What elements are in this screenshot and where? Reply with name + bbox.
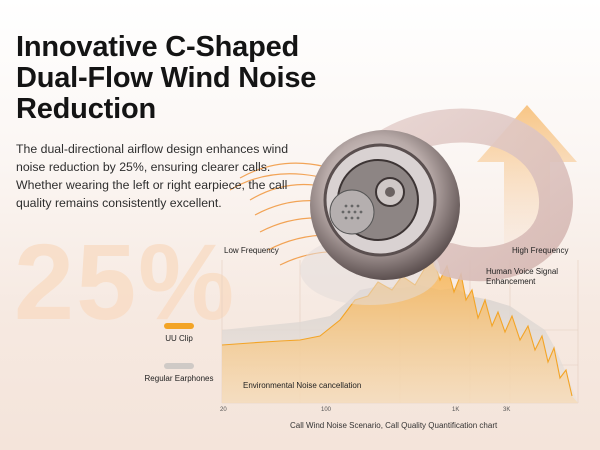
tick-label: 100 (321, 407, 332, 413)
voice-enhancement-label: Human Voice Signal Enhancement (486, 267, 559, 286)
low-frequency-label: Low Frequency (224, 246, 279, 255)
tick-label: 3K (503, 407, 511, 413)
description-text: The dual-directional airflow design enha… (16, 142, 289, 210)
big-stat-watermark: 25% (14, 221, 237, 342)
legend-swatch-regular-earphones (164, 363, 194, 369)
tick-label: 20 (220, 407, 227, 413)
legend-label-regular-earphones: Regular Earphones (144, 374, 214, 383)
page-title: Innovative C-Shaped Dual-Flow Wind Noise… (16, 31, 317, 125)
legend-label-uu-clip: UU Clip (165, 334, 193, 343)
chart-caption: Call Wind Noise Scenario, Call Quality Q… (290, 421, 498, 430)
earbud-image (300, 108, 573, 305)
tick-label: 1K (452, 407, 460, 413)
legend-swatch-uu-clip (164, 323, 194, 329)
uu-clip-area (222, 258, 578, 403)
high-frequency-label: High Frequency (512, 246, 569, 255)
noise-cancellation-label: Environmental Noise cancellation (243, 381, 362, 390)
